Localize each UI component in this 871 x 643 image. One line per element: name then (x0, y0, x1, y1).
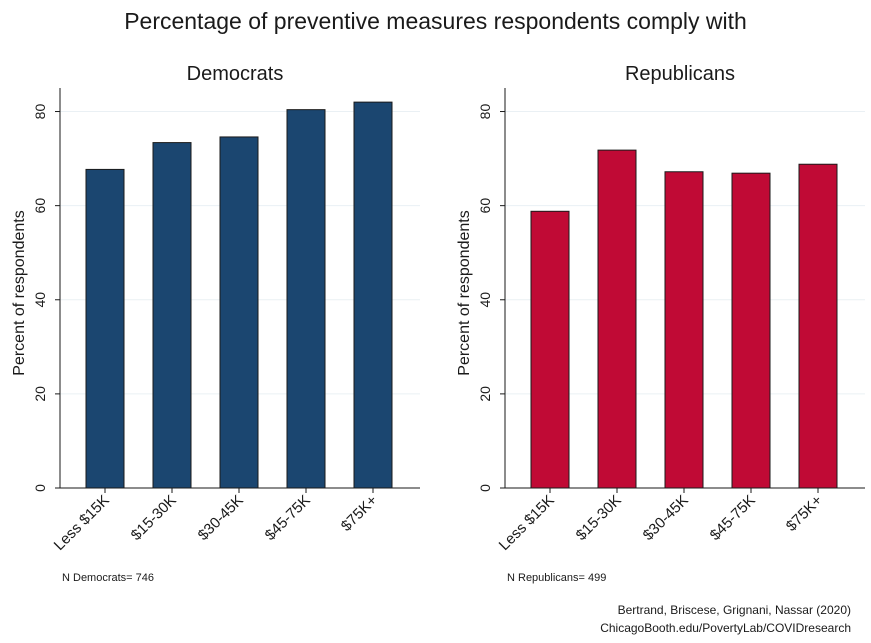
credit-url: ChicagoBooth.edu/PovertyLab/COVIDresearc… (600, 621, 851, 635)
x-tick-label: $30-45K (195, 492, 247, 544)
n-democrats-note: N Democrats= 746 (62, 572, 155, 584)
x-tick-label: $75K+ (338, 492, 381, 535)
bar-30-45k (219, 136, 259, 489)
x-tick-label: $75K+ (783, 492, 826, 535)
x-tick-label: $30-45K (640, 492, 692, 544)
democrats-chart: Democrats 0 20 40 60 80 Percent of respondents… (11, 63, 420, 554)
x-tick-label: Less $15K (51, 492, 113, 554)
x-tick-label: $45-75K (262, 492, 314, 544)
y-tick-label: 40 (32, 292, 48, 308)
n-republicans-note: N Republicans= 499 (507, 572, 607, 584)
x-tick-label: $45-75K (707, 492, 759, 544)
y-tick-label: 40 (477, 292, 493, 308)
y-tick-label: 80 (477, 104, 493, 120)
y-tick-label: 20 (32, 386, 48, 402)
y-tick-label: 0 (32, 484, 48, 492)
y-tick-label: 20 (477, 386, 493, 402)
bar-30-45k (664, 171, 704, 489)
x-tick-label: $15-30K (573, 492, 625, 544)
y-axis-label: Percent of respondents (456, 210, 473, 375)
y-tick-label: 80 (32, 104, 48, 120)
x-tick-label: Less $15K (496, 492, 558, 554)
panel-title: Democrats (187, 63, 284, 85)
y-tick-label: 60 (477, 198, 493, 214)
bar-45-75k (286, 109, 326, 489)
bar-less-15k (85, 168, 125, 489)
panel-title: Republicans (625, 63, 735, 85)
bar-15-30k (152, 142, 192, 489)
main-title: Percentage of preventive measures respon… (124, 8, 747, 34)
bar-15-30k (597, 149, 637, 489)
x-tick-label: $15-30K (128, 492, 180, 544)
republicans-chart: Republicans 0 20 40 60 80 Percent of responden… (456, 63, 865, 554)
bar-75k (798, 163, 838, 489)
y-tick-label: 0 (477, 484, 493, 492)
bar-less-15k (530, 210, 570, 489)
bar-75k (353, 101, 393, 489)
y-tick-label: 60 (32, 198, 48, 214)
bar-45-75k (731, 172, 771, 489)
y-axis-label: Percent of respondents (11, 210, 28, 375)
credit-authors: Bertrand, Briscese, Grignani, Nassar (20… (617, 603, 851, 617)
